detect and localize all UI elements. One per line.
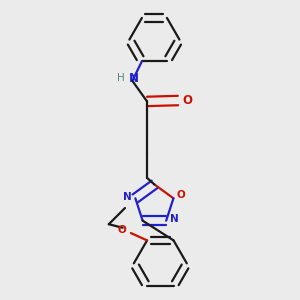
Text: O: O: [176, 190, 185, 200]
Text: N: N: [123, 192, 131, 202]
Text: N: N: [170, 214, 179, 224]
Text: O: O: [118, 224, 126, 235]
Text: H: H: [117, 74, 125, 83]
Text: O: O: [183, 94, 193, 107]
Text: N: N: [129, 72, 139, 85]
